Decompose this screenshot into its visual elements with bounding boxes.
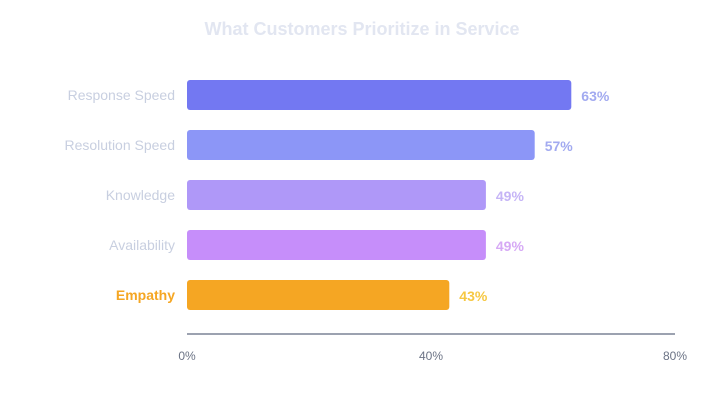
value-label: 49%: [496, 238, 525, 254]
category-label: Response Speed: [68, 87, 175, 103]
value-label: 49%: [496, 188, 525, 204]
category-label: Resolution Speed: [64, 137, 175, 153]
bar: [187, 280, 450, 310]
value-label: 43%: [459, 288, 488, 304]
bar: [187, 230, 486, 260]
bar: [187, 180, 486, 210]
category-label: Availability: [109, 237, 175, 253]
bars-group: Response Speed 63% Resolution Speed 57% Know…: [64, 80, 610, 310]
category-label: Empathy: [116, 287, 175, 303]
bar: [187, 80, 572, 110]
bar: [187, 130, 535, 160]
value-label: 57%: [545, 138, 574, 154]
x-axis-ticks: 0% 40% 80%: [178, 349, 687, 363]
x-tick-label: 0%: [178, 349, 196, 363]
value-label: 63%: [581, 88, 610, 104]
category-label: Knowledge: [106, 187, 175, 203]
chart-title: What Customers Prioritize in Service: [204, 19, 519, 39]
x-tick-label: 40%: [419, 349, 443, 363]
x-tick-label: 80%: [663, 349, 687, 363]
